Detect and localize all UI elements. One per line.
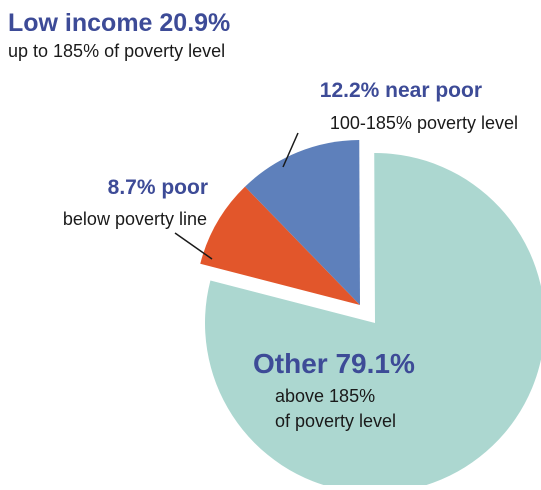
other-slice-description-line-2: of poverty level (275, 411, 396, 431)
near-poor-leader-line (282, 132, 299, 168)
poor-leader-line (174, 232, 213, 260)
chart-subtitle: up to 185% of poverty level (8, 41, 225, 61)
near-poor-slice-description: 100-185% poverty level (330, 113, 518, 133)
other-slice-description-line-1: above 185% (275, 386, 375, 406)
pie-slices (200, 140, 541, 490)
near-poor-slice (245, 140, 360, 305)
poor-slice (200, 186, 360, 305)
poor-slice-title: 8.7% poor (108, 176, 208, 199)
other-slice-title: Other 79.1% (253, 348, 415, 379)
leader-lines (174, 132, 299, 260)
near-poor-slice-title: 12.2% near poor (320, 79, 482, 102)
other-slice (204, 152, 541, 490)
poor-slice-description: below poverty line (63, 209, 207, 229)
chart-title: Low income 20.9% (8, 9, 230, 37)
